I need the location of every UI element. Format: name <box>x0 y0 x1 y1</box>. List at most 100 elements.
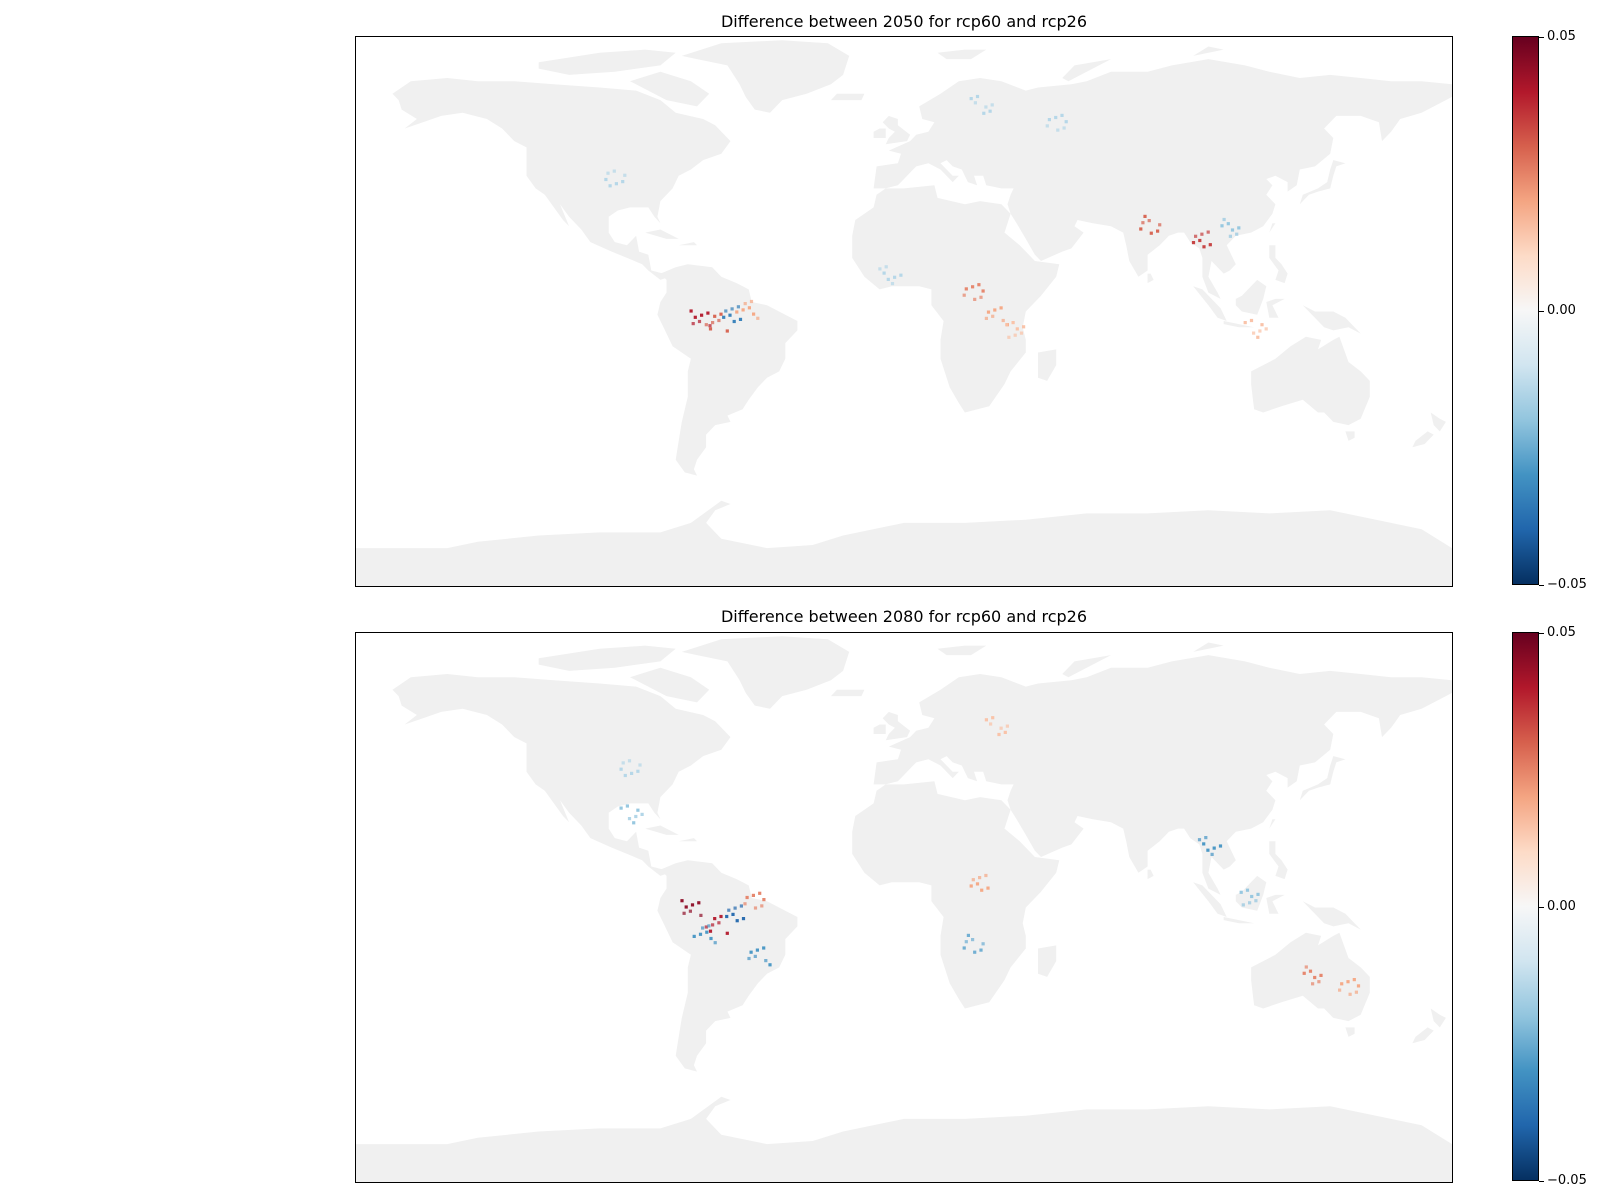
bottom-colorbar <box>1512 632 1539 1181</box>
landmass-baffin <box>630 71 710 107</box>
landmass-antarctica <box>356 500 1452 586</box>
anomaly-cell-southeast-asia <box>1197 836 1223 856</box>
landmass-madagascar <box>1038 945 1057 977</box>
anomaly-cell-australia <box>1302 965 1323 986</box>
anomaly-cell-india <box>1139 214 1162 235</box>
anomaly-cell-amazon <box>743 891 766 910</box>
anomaly-cell-europe-russia <box>1045 113 1068 132</box>
landmass-hispaniola <box>678 242 697 246</box>
landmass-australia <box>1251 336 1370 426</box>
top-panel-title: Difference between 2050 for rcp60 and rc… <box>720 12 1088 31</box>
landmass-java <box>1223 321 1255 328</box>
bottom-colorbar-mid-label: 0.00 <box>1547 899 1576 914</box>
anomaly-cell-north-america <box>619 759 642 778</box>
landmass-hispaniola <box>678 838 697 842</box>
anomaly-cell-amazon <box>704 914 729 935</box>
landmass-java <box>1223 917 1255 924</box>
bottom-map-canvas <box>356 636 1452 1182</box>
landmass-svalbard <box>937 49 987 60</box>
top-map-canvas <box>356 40 1452 586</box>
anomaly-cell-amazon <box>725 904 746 923</box>
anomaly-cell-south-china <box>1220 217 1241 238</box>
bottom-colorbar-tick-mid <box>1539 907 1544 908</box>
anomaly-cell-amazon <box>704 312 729 333</box>
anomaly-cell-southern-africa <box>962 933 985 954</box>
landmass-novaya-zemlya <box>1062 655 1111 678</box>
landmass-iceland <box>830 93 865 101</box>
landmass-greenland <box>681 40 850 113</box>
anomaly-cell-gulf-of-mexico <box>619 804 644 825</box>
landmass-eurasia <box>873 59 1452 299</box>
landmass-new-zealand-north <box>1430 412 1446 432</box>
landmass-sulawesi <box>1266 894 1285 914</box>
bottom-map <box>355 632 1453 1183</box>
landmass-new-zealand-south <box>1412 431 1434 448</box>
landmass-svalbard <box>937 645 987 656</box>
top-colorbar-min-label: −0.05 <box>1547 577 1587 592</box>
landmass-sumatra <box>1193 286 1227 321</box>
landmass-ireland <box>873 128 886 138</box>
landmass-cuba <box>645 825 679 835</box>
anomaly-cell-scandinavia <box>969 94 994 115</box>
anomaly-cell-amazon <box>692 924 717 945</box>
landmass-philippines <box>1269 841 1288 880</box>
bottom-colorbar-max-label: 0.05 <box>1547 625 1576 640</box>
landmass-borneo <box>1235 279 1267 315</box>
landmass-cuba <box>645 229 679 239</box>
landmass-taiwan <box>1269 223 1276 233</box>
anomaly-cell-east-africa <box>1005 321 1026 339</box>
landmass-australia <box>1251 932 1370 1022</box>
landmass-new-zealand-north <box>1430 1008 1446 1028</box>
anomaly-cell-indonesia <box>1243 318 1268 339</box>
landmass-south-america <box>657 860 798 1072</box>
top-colorbar-mid-label: 0.00 <box>1547 303 1576 318</box>
anomaly-cell-borneo <box>1239 888 1260 907</box>
landmass-madagascar <box>1038 349 1057 381</box>
top-colorbar-max-label: 0.05 <box>1547 29 1576 44</box>
landmass-new-guinea <box>1302 901 1361 930</box>
landmass-novaya-zemlya <box>1062 59 1111 82</box>
landmass-greenland <box>681 636 850 709</box>
anomaly-cell-amazon <box>689 309 712 328</box>
anomaly-cell-amazon <box>722 305 743 324</box>
landmass-new-zealand-south <box>1412 1027 1434 1044</box>
top-colorbar-tick-mid <box>1539 311 1544 312</box>
top-colorbar <box>1512 36 1539 585</box>
landmass-sri-lanka <box>1147 273 1154 284</box>
anomaly-cell-north-america <box>604 169 627 188</box>
anomaly-cell-amazon <box>680 899 703 917</box>
landmass-japan <box>1299 160 1346 205</box>
anomaly-cell-south-brazil <box>747 946 772 967</box>
landmass-africa-eurasia <box>852 185 1060 413</box>
top-map <box>355 36 1453 587</box>
landmass-ireland <box>873 724 886 734</box>
landmass-sulawesi <box>1266 298 1285 318</box>
landmass-sri-lanka <box>1147 869 1154 880</box>
landmass-borneo <box>1235 875 1267 911</box>
landmass-iceland <box>830 689 865 697</box>
landmass-baffin <box>630 667 710 703</box>
bottom-colorbar-tick-min <box>1539 1181 1544 1182</box>
landmass-north-america <box>392 78 731 280</box>
landmass-south-america <box>657 264 798 476</box>
bottom-panel-title: Difference between 2080 for rcp60 and rc… <box>720 607 1088 626</box>
anomaly-cell-europe <box>984 716 1009 737</box>
top-colorbar-tick-max <box>1539 37 1544 38</box>
landmass-japan <box>1299 756 1346 801</box>
landmass-sumatra <box>1193 882 1227 917</box>
landmass-north-america <box>392 674 731 876</box>
bottom-colorbar-min-label: −0.05 <box>1547 1173 1587 1188</box>
top-colorbar-tick-min <box>1539 585 1544 586</box>
anomaly-cell-west-africa <box>878 265 903 286</box>
landmass-canadian-archipelago <box>538 49 676 75</box>
landmass-britain <box>882 115 911 145</box>
landmass-severnaya <box>1193 46 1224 56</box>
anomaly-cell-central-africa <box>969 873 990 892</box>
landmass-canadian-archipelago <box>538 645 676 671</box>
anomaly-cell-central-africa <box>962 283 985 301</box>
landmass-philippines <box>1269 245 1288 284</box>
landmass-new-guinea <box>1302 305 1361 334</box>
landmass-tasmania <box>1345 1027 1355 1037</box>
anomaly-cell-amazon <box>735 299 760 320</box>
landmass-antarctica <box>356 1096 1452 1182</box>
